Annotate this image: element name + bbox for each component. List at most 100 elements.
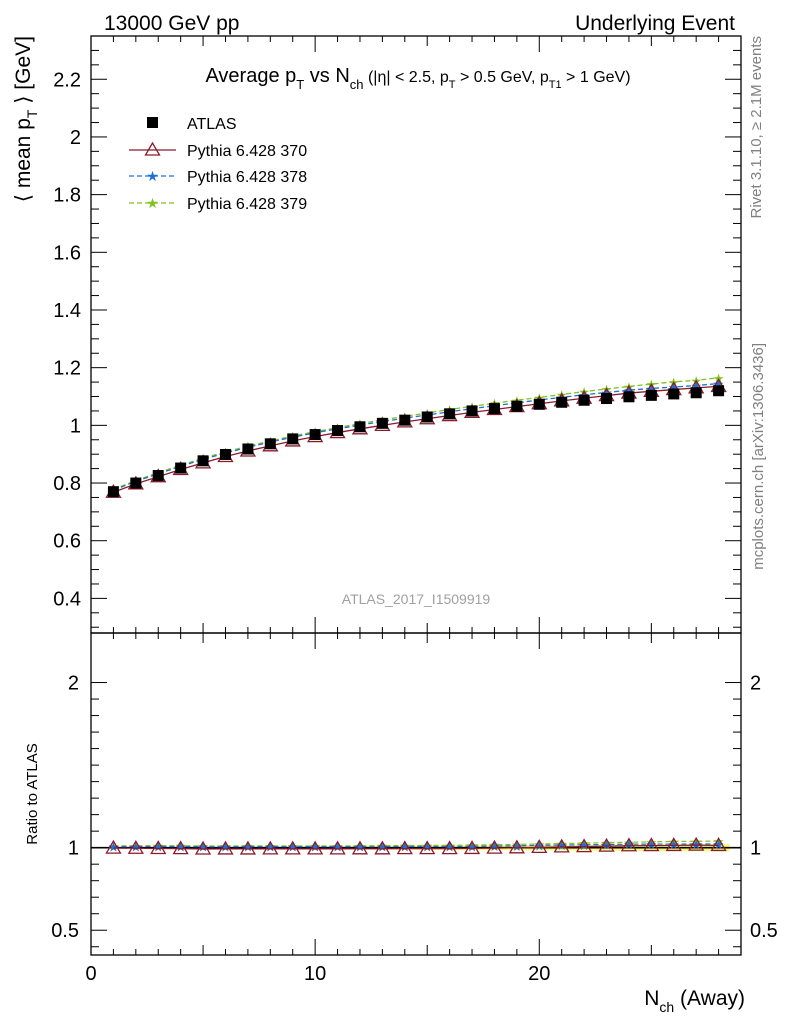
legend-marker-atlas	[147, 117, 158, 128]
ratio-point-378: ★	[175, 840, 187, 855]
point-378: ★	[646, 381, 658, 396]
ratio-point-378: ★	[220, 840, 232, 855]
ratio-point-378: ★	[623, 837, 635, 852]
ratio-point-379: ★	[623, 835, 635, 850]
point-atlas	[668, 388, 680, 400]
point-atlas	[556, 396, 568, 408]
point-atlas	[107, 486, 119, 498]
ratio-line-378	[113, 843, 719, 848]
ratio-point-379: ★	[601, 836, 613, 851]
y-tick-label: 2	[70, 127, 81, 149]
ratio-point-378: ★	[601, 837, 613, 852]
ratio-point-378: ★	[399, 840, 411, 855]
ratio-point-370	[419, 840, 436, 855]
ratio-point-378: ★	[152, 839, 164, 854]
point-atlas	[354, 421, 366, 433]
x-tick-label: 10	[304, 963, 326, 985]
ratio-point-370	[150, 840, 167, 855]
ratio-point-370	[463, 840, 481, 855]
series-line-370	[113, 385, 719, 493]
mcplots-label: mcplots.cern.ch [arXiv:1306.3436]	[750, 343, 767, 570]
point-378: ★	[690, 379, 702, 394]
ratio-point-370	[172, 840, 189, 855]
ratio-point-370	[665, 837, 682, 852]
ratio-point-378: ★	[690, 837, 702, 852]
point-378: ★	[668, 380, 680, 395]
header-right: Underlying Event	[575, 12, 735, 35]
y-tick-label: 1.4	[53, 300, 81, 322]
y-tick-label-ratio: 1	[68, 838, 79, 860]
legend-label-370: Pythia 6.428 370	[187, 143, 307, 160]
legend-marker-379: ★	[146, 195, 159, 211]
ratio-point-378: ★	[511, 839, 523, 854]
ratio-point-370	[486, 839, 503, 854]
ratio-point-379: ★	[444, 838, 456, 853]
header-left: 13000 GeV pp	[104, 12, 239, 35]
point-atlas	[713, 385, 725, 397]
point-atlas	[219, 448, 231, 460]
point-atlas	[332, 425, 344, 437]
point-atlas	[242, 443, 254, 455]
ratio-point-378: ★	[287, 840, 299, 855]
ratio-point-378: ★	[130, 839, 142, 854]
point-atlas	[466, 405, 478, 417]
ratio-point-370	[688, 836, 705, 851]
ratio-point-370	[553, 838, 570, 853]
ratio-point-370	[710, 837, 727, 852]
point-atlas	[152, 470, 164, 482]
y-tick-label-ratio-right: 2	[750, 673, 761, 695]
ratio-point-378: ★	[713, 837, 725, 852]
ratio-point-378: ★	[444, 840, 456, 855]
y-tick-label: 1.2	[53, 358, 81, 380]
main-series-layer: ★★★★★★★★★★★★★★★★★★★★★★★★★★★★★★★★★★★★★★★★…	[105, 371, 727, 498]
ratio-point-370	[127, 839, 144, 854]
point-atlas	[690, 387, 702, 399]
ratio-point-378: ★	[377, 840, 389, 855]
ratio-point-370	[239, 840, 257, 855]
y-tick-label: 0.6	[53, 531, 81, 553]
ratio-point-379: ★	[354, 839, 366, 854]
y-axis-label-ratio: Ratio to ATLAS	[24, 743, 41, 844]
analysis-label: ATLAS_2017_I1509919	[342, 591, 491, 607]
point-atlas	[130, 477, 142, 489]
ratio-point-370	[643, 837, 660, 852]
y-tick-label: 1.8	[53, 185, 81, 207]
ratio-point-378: ★	[108, 840, 120, 855]
ratio-point-370	[194, 840, 212, 855]
legend-label-378: Pythia 6.428 378	[187, 169, 307, 186]
ratio-point-378: ★	[556, 838, 568, 853]
x-tick-label: 20	[528, 963, 550, 985]
ratio-point-379: ★	[242, 839, 254, 854]
ratio-point-379: ★	[668, 834, 680, 849]
ratio-point-379: ★	[130, 839, 142, 854]
point-atlas	[175, 462, 187, 474]
series-line-379	[113, 377, 719, 490]
ratio-point-378: ★	[533, 838, 545, 853]
rivet-label: Rivet 3.1.10, ≥ 2.1M events	[748, 36, 765, 219]
x-tick-label: 0	[85, 963, 96, 985]
y-tick-label-ratio: 2	[68, 673, 79, 695]
ratio-point-370	[351, 840, 369, 855]
ratio-point-378: ★	[578, 838, 590, 853]
y-tick-label: 1	[70, 415, 81, 437]
y-tick-label-ratio: 0.5	[51, 920, 79, 942]
ratio-point-378: ★	[646, 837, 658, 852]
ratio-point-379: ★	[489, 838, 501, 853]
axis-ticks: 0 10 20 0.4 0.6 0.8 1 1.2 1.4 1.6 1.8 2 2.2 0.5 0.5 1 1 2…	[51, 35, 778, 985]
y-tick-label: 2.2	[53, 69, 81, 91]
point-atlas	[533, 398, 545, 410]
ratio-point-379: ★	[511, 837, 523, 852]
point-atlas	[376, 417, 388, 429]
ratio-point-370	[575, 838, 593, 853]
point-atlas	[197, 455, 209, 467]
legend-marker-378: ★	[146, 168, 159, 184]
point-atlas	[488, 403, 500, 415]
ratio-point-370	[620, 837, 638, 852]
ratio-point-370	[329, 840, 346, 855]
point-atlas	[444, 408, 456, 420]
legend-label-379: Pythia 6.428 379	[187, 196, 307, 213]
ratio-point-370	[284, 840, 301, 855]
ratio-point-378: ★	[242, 840, 254, 855]
ratio-point-378: ★	[668, 837, 680, 852]
